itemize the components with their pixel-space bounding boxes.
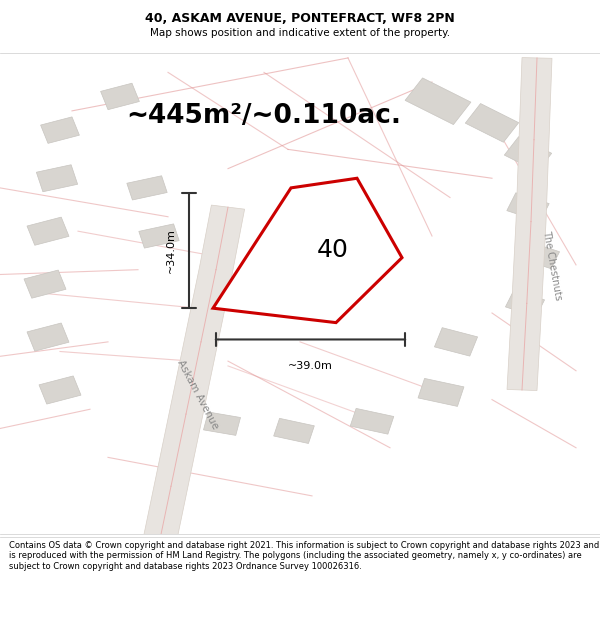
Bar (505, 137, 551, 172)
Bar (507, 192, 549, 221)
Bar (27, 323, 69, 351)
Polygon shape (142, 205, 245, 546)
Bar (274, 418, 314, 444)
Bar (101, 83, 139, 109)
Bar (405, 78, 471, 124)
Text: 40: 40 (317, 238, 349, 262)
Polygon shape (213, 178, 402, 322)
Bar (127, 176, 167, 200)
Bar (27, 217, 69, 245)
Polygon shape (507, 58, 552, 391)
Text: ~39.0m: ~39.0m (288, 361, 333, 371)
Bar (203, 412, 241, 436)
Text: Map shows position and indicative extent of the property.: Map shows position and indicative extent… (150, 28, 450, 38)
Text: Askam Avenue: Askam Avenue (176, 359, 220, 431)
Bar (505, 290, 545, 317)
Bar (24, 270, 66, 298)
Bar (41, 117, 79, 143)
Text: Contains OS data © Crown copyright and database right 2021. This information is : Contains OS data © Crown copyright and d… (9, 541, 599, 571)
Text: 40, ASKAM AVENUE, PONTEFRACT, WF8 2PN: 40, ASKAM AVENUE, PONTEFRACT, WF8 2PN (145, 12, 455, 24)
Bar (350, 408, 394, 434)
Bar (434, 328, 478, 356)
Bar (37, 165, 77, 192)
Bar (520, 242, 560, 269)
Text: The Chestnuts: The Chestnuts (541, 229, 563, 301)
Bar (465, 104, 519, 142)
Text: ~445m²/~0.110ac.: ~445m²/~0.110ac. (127, 102, 401, 129)
Text: ~34.0m: ~34.0m (166, 228, 176, 273)
Bar (39, 376, 81, 404)
Bar (418, 378, 464, 406)
Bar (139, 224, 179, 248)
